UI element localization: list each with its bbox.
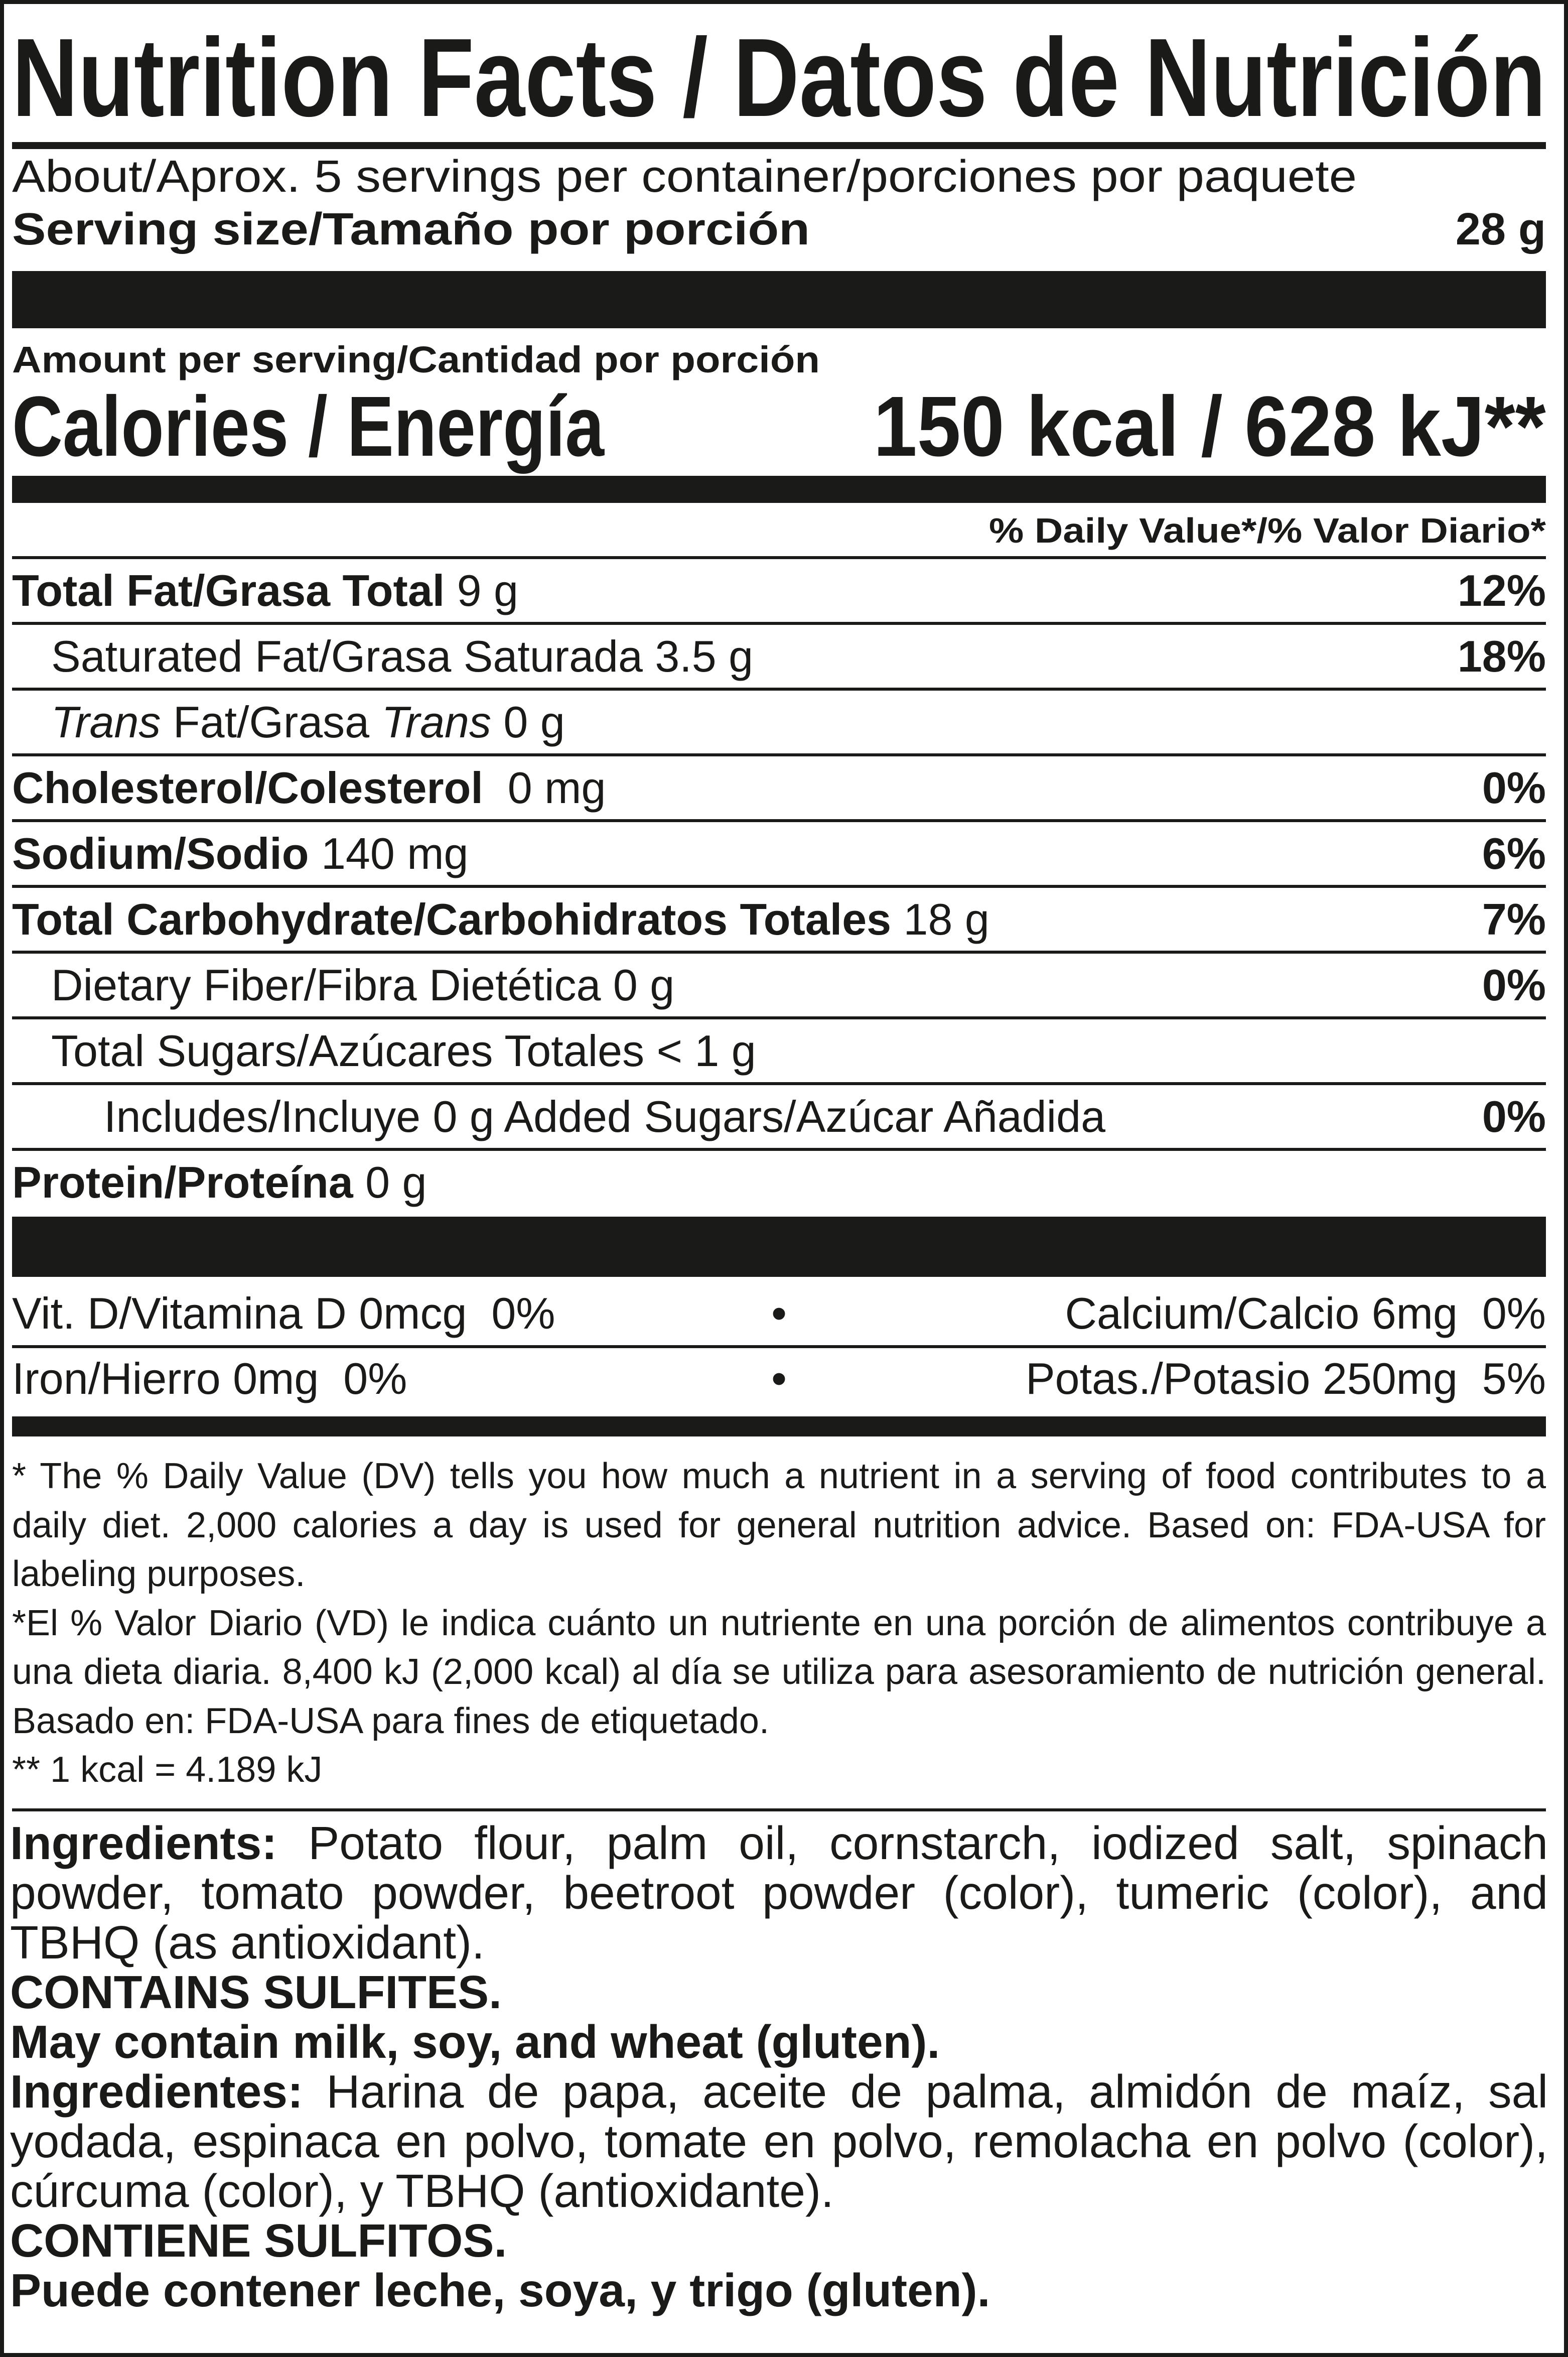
nutrient-row: Includes/Incluye 0 g Added Sugars/Azúcar… <box>12 1085 1546 1151</box>
serving-size-label: Serving size/Tamaño por porción <box>12 204 810 254</box>
nutrient-row: Total Fat/Grasa Total 9 g 12% <box>12 559 1546 625</box>
divider <box>12 1808 1546 1811</box>
nutrient-label: Total Sugars/Azúcares Totales < 1 g <box>51 1025 756 1076</box>
label-title: Nutrition Facts / Datos de Nutrición <box>12 16 1546 140</box>
nutrient-label: Cholesterol/Colesterol 0 mg <box>12 762 606 813</box>
thick-bar <box>12 271 1546 328</box>
divider <box>12 142 1546 149</box>
nutrient-table: Total Fat/Grasa Total 9 g 12% Saturated Fa… <box>12 556 1546 1214</box>
micronutrient-left: Vit. D/Vitamina D 0mcg 0% <box>12 1288 555 1338</box>
allergen-es: Puede contener leche, soya, y trigo (glu… <box>10 2264 990 2316</box>
nutrient-label: Includes/Incluye 0 g Added Sugars/Azúcar… <box>104 1091 1106 1141</box>
nutrient-row: Protein/Proteína 0 g <box>12 1151 1546 1214</box>
daily-value-percent: 18% <box>1457 631 1546 681</box>
nutrient-label: Sodium/Sodio 140 mg <box>12 828 469 878</box>
nutrient-row: Total Sugars/Azúcares Totales < 1 g <box>12 1019 1546 1085</box>
thick-bar <box>12 1416 1546 1436</box>
ingredients: Ingredients: Potato flour, palm oil, cor… <box>10 1818 1548 2315</box>
thick-bar <box>12 476 1546 503</box>
daily-value-percent: 6% <box>1482 828 1546 878</box>
daily-value-percent: 0% <box>1482 1091 1546 1141</box>
calories-row: Calories / Energía 150 kcal / 628 kJ** <box>12 379 1546 474</box>
nutrient-label: Trans Fat/Grasa Trans 0 g <box>51 697 565 747</box>
footnote-en: * The % Daily Value (DV) tells you how m… <box>12 1456 1546 1594</box>
micronutrient-row: Iron/Hierro 0mg 0% • Potas./Potasio 250mg … <box>12 1347 1546 1410</box>
servings-per-container: About/Aprox. 5 servings per container/po… <box>12 152 1357 202</box>
contains-en: CONTAINS SULFITES. <box>10 1966 502 2018</box>
serving-size-row: Serving size/Tamaño por porción 28 g <box>12 203 1546 256</box>
nutrient-label: Total Fat/Grasa Total 9 g <box>12 565 518 615</box>
footnote-es: *El % Valor Diario (VD) le indica cuánto… <box>12 1603 1546 1741</box>
nutrient-row: Sodium/Sodio 140 mg 6% <box>12 822 1546 888</box>
micronutrient-right: Potas./Potasio 250mg 5% <box>1025 1354 1546 1403</box>
calories-value: 150 kcal / 628 kJ** <box>874 379 1546 474</box>
nutrient-row: Cholesterol/Colesterol 0 mg 0% <box>12 756 1546 822</box>
contains-es: CONTIENE SULFITOS. <box>10 2214 507 2267</box>
nutrient-label: Protein/Proteína 0 g <box>12 1157 427 1207</box>
nutrient-label: Saturated Fat/Grasa Saturada 3.5 g <box>51 631 754 681</box>
nutrient-row: Total Carbohydrate/Carbohidratos Totales… <box>12 888 1546 954</box>
footnotes: * The % Daily Value (DV) tells you how m… <box>12 1452 1546 1795</box>
bullet-separator: • <box>771 1354 787 1403</box>
ingredients-es: Ingredientes: Harina de papa, aceite de … <box>10 2065 1548 2217</box>
nutrient-label: Dietary Fiber/Fibra Dietética 0 g <box>51 960 675 1010</box>
nutrient-row: Saturated Fat/Grasa Saturada 3.5 g 18% <box>12 625 1546 691</box>
micronutrient-left: Iron/Hierro 0mg 0% <box>12 1354 407 1403</box>
nutrient-row: Trans Fat/Grasa Trans 0 g <box>12 691 1546 756</box>
allergen-en: May contain milk, soy, and wheat (gluten… <box>10 2016 940 2068</box>
nutrient-row: Dietary Fiber/Fibra Dietética 0 g 0% <box>12 954 1546 1019</box>
daily-value-percent: 12% <box>1457 565 1546 615</box>
micronutrient-right: Calcium/Calcio 6mg 0% <box>1065 1288 1546 1338</box>
daily-value-header: % Daily Value*/% Valor Diario* <box>989 511 1546 550</box>
bullet-separator: • <box>771 1288 787 1338</box>
daily-value-percent: 0% <box>1482 762 1546 813</box>
serving-size-value: 28 g <box>1455 204 1546 254</box>
amount-per-serving: Amount per serving/Cantidad por porción <box>12 339 820 380</box>
thick-bar <box>12 1217 1546 1277</box>
daily-value-percent: 7% <box>1482 894 1546 944</box>
calories-label: Calories / Energía <box>12 379 604 474</box>
footnote-kcal: ** 1 kcal = 4.189 kJ <box>12 1750 323 1790</box>
daily-value-percent: 0% <box>1482 960 1546 1010</box>
divider <box>12 1345 1546 1348</box>
nutrient-label: Total Carbohydrate/Carbohidratos Totales… <box>12 894 989 944</box>
ingredients-en: Ingredients: Potato flour, palm oil, cor… <box>10 1817 1548 1969</box>
micronutrient-row: Vit. D/Vitamina D 0mcg 0% • Calcium/Calcio… <box>12 1282 1546 1345</box>
